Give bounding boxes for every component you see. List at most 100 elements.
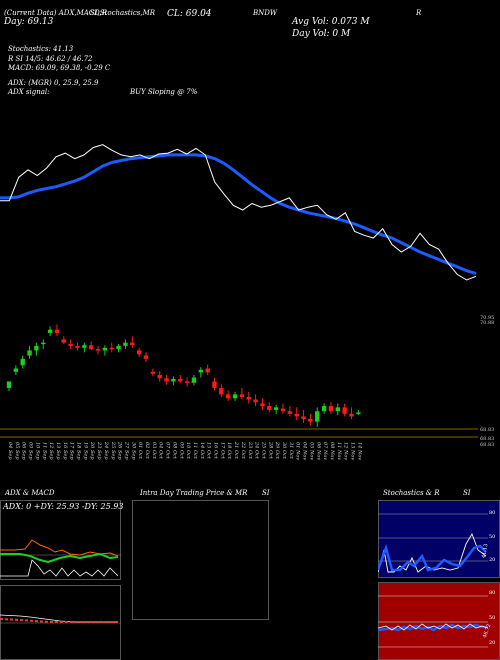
rsi-line: [378, 623, 488, 632]
price-label-bottom-1: 68.83: [480, 427, 495, 433]
candle: [328, 402, 334, 414]
date-tick-label: 08 Oct: [171, 442, 177, 460]
date-tick-label: 04 Sep: [7, 442, 13, 460]
date-tick-label: 17 Oct: [219, 442, 225, 460]
rsi-readout: R SI 14/5: 46.62 / 46.72: [8, 55, 93, 63]
stochastics-d-line: [378, 543, 487, 572]
adx-signal-value: BUY Sloping @ 7%: [130, 88, 198, 96]
stoch-panel-title: Stochastics & R: [383, 489, 440, 497]
macd-line: [0, 614, 118, 623]
candle: [253, 394, 258, 407]
date-tick-label: 15 Oct: [206, 442, 212, 460]
candle: [89, 341, 94, 351]
moving-average-line: [0, 153, 477, 275]
date-tick-label: 11 Sep: [41, 442, 47, 460]
macd-readout: MACD: 69.09, 69.38, -0.29 C: [8, 64, 111, 72]
adx-panel-readout: ADX: 0 +DY: 25.93 -DY: 25.93: [3, 502, 124, 511]
date-tick-label: 25 Oct: [260, 441, 266, 460]
candle: [130, 336, 135, 348]
date-tick-label: 04 Nov: [302, 442, 308, 460]
adx-plus-di-line: [0, 552, 119, 564]
candle: [34, 342, 39, 356]
date-tick-label: 01 Nov: [295, 442, 301, 460]
stochastics-lines: [378, 513, 488, 573]
date-tick-label: 26 Sep: [117, 441, 123, 460]
date-tick-label: 08 Nov: [329, 442, 335, 460]
date-tick-label: 07 Nov: [322, 442, 328, 460]
candle: [136, 347, 142, 357]
candle: [321, 403, 327, 414]
candle: [123, 339, 128, 350]
avg-vol-label: Avg Vol: 0.073 M: [292, 17, 370, 27]
stochastics-readout: Stochastics: 41.13: [8, 45, 74, 53]
date-tick-label: 12 Nov: [343, 442, 349, 460]
adx-readout: ADX: (MGR) 0, 25.9, 25.9: [8, 79, 99, 87]
candle: [184, 377, 190, 387]
date-tick-label: 13 Nov: [350, 442, 356, 460]
price-line: [0, 144, 477, 281]
date-tick-label: 19 Sep: [82, 442, 88, 460]
price-label-bottom-3: 68.83: [480, 442, 495, 448]
rsi-signal-line: [378, 623, 489, 631]
candle: [178, 375, 183, 383]
candle: [47, 326, 53, 337]
date-tick-label: 04 Oct: [158, 442, 164, 460]
date-tick-label: 28 Oct: [267, 441, 273, 460]
date-tick-label: 05 Nov: [308, 442, 314, 460]
candle: [13, 365, 19, 375]
date-tick-label: 10 Oct: [185, 442, 191, 460]
candle: [41, 339, 46, 350]
candle: [294, 407, 299, 421]
date-tick-label: 13 Sep: [55, 442, 61, 460]
date-tick-label: 16 Sep: [62, 442, 68, 460]
candlestick-chart: [0, 324, 478, 438]
candle: [308, 413, 313, 426]
date-tick-label: 22 Oct: [240, 441, 246, 460]
date-tick-label: 20 Sep: [89, 441, 95, 460]
date-tick-label: 09 Oct: [178, 442, 184, 460]
adx-line: [0, 559, 119, 577]
candle: [226, 390, 231, 401]
candle: [54, 324, 60, 337]
intraday-panel-title: Intra Day Trading Price & MR: [140, 489, 248, 497]
rsi-axis-80: 80: [489, 590, 496, 596]
date-tick-label: 31 Oct: [288, 442, 294, 460]
candle: [27, 345, 32, 359]
adx-panel-title: ADX & MACD: [5, 489, 55, 497]
rsi-lines: [378, 595, 489, 648]
date-tick-label: 11 Oct: [192, 442, 198, 460]
date-tick-label: 07 Oct: [165, 442, 171, 460]
candle: [301, 409, 306, 423]
candle: [315, 407, 320, 427]
stoch-axis-20: 20: [489, 557, 496, 563]
candle: [20, 355, 25, 369]
date-tick-label: 09 Sep: [28, 442, 34, 460]
date-tick-label: 27 Sep: [123, 441, 129, 460]
candle: [150, 368, 156, 377]
price-line-chart: [0, 144, 477, 281]
date-tick-label: 10 Sep: [34, 442, 40, 460]
candle: [335, 403, 340, 416]
date-tick-label: 18 Sep: [76, 442, 82, 460]
candle: [205, 364, 210, 375]
stoch-axis-50: 50: [489, 534, 496, 540]
candle: [75, 342, 80, 351]
candle: [116, 343, 121, 353]
candle: [198, 367, 203, 378]
stoch-axis-80: 80: [489, 510, 496, 516]
macd-lines: [0, 614, 121, 624]
candle: [191, 375, 197, 386]
candle: [280, 403, 286, 414]
date-axis: 04 Sep 05 Sep 06 Sep 09 Sep 10 Sep 11 Sep 12 S…: [7, 441, 362, 460]
date-tick-label: 24 Sep: [103, 441, 109, 460]
candle: [82, 342, 87, 353]
adx-panel: [0, 500, 121, 580]
candle: [342, 403, 347, 417]
candle: [171, 376, 176, 386]
date-tick-label: 30 Sep: [130, 442, 136, 460]
ticker-line: (Current Data) ADX,MACD,R: [4, 9, 108, 17]
intraday-si-label: SI: [262, 489, 270, 497]
candle: [143, 352, 149, 363]
candle: [164, 375, 169, 385]
adx-lines: [0, 539, 121, 577]
